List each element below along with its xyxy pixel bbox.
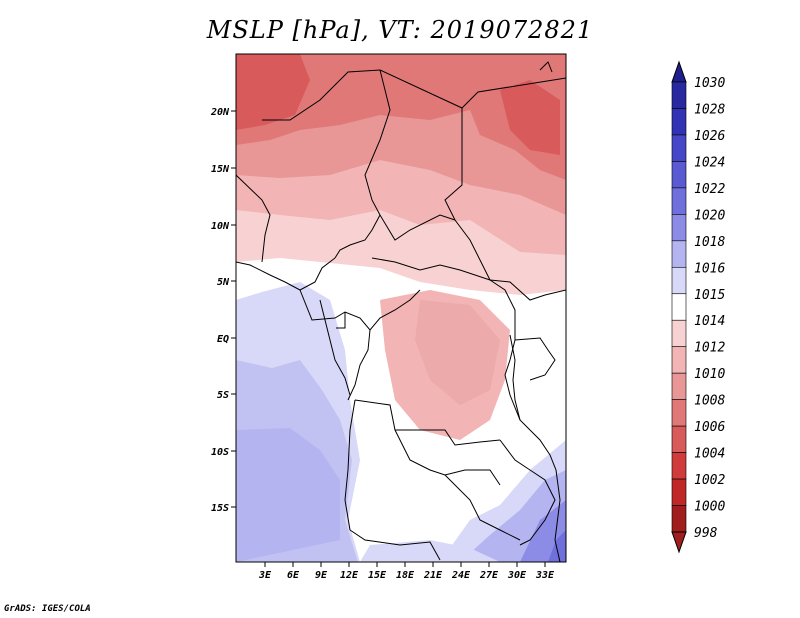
lon-label: 33E	[535, 570, 555, 581]
colorbar-segment	[671, 346, 687, 374]
colorbar-label: 1016	[694, 261, 725, 276]
colorbar-label: 998	[694, 526, 718, 541]
lon-label: 27E	[479, 570, 499, 581]
colorbar-segment	[671, 319, 687, 348]
colorbar-label: 1012	[694, 341, 725, 356]
lon-label: 9E	[315, 570, 328, 581]
colorbar-segment	[671, 452, 687, 480]
colorbar-segment	[671, 425, 687, 453]
lat-label: 5N	[217, 277, 230, 288]
colorbar-segment	[671, 293, 687, 321]
grads-credit: GrADS: IGES/COLA	[4, 604, 91, 614]
colorbar-segment	[671, 478, 687, 506]
colorbar-segment	[671, 505, 687, 533]
colorbar-label: 1026	[694, 129, 725, 144]
lat-label: EQ	[217, 334, 229, 345]
lat-label: 10S	[211, 447, 229, 458]
colorbar-segment	[671, 108, 687, 136]
colorbar-label: 1020	[694, 208, 725, 223]
lon-label: 30E	[507, 570, 527, 581]
colorbar-segment	[671, 240, 687, 268]
colorbar-segment	[671, 372, 687, 400]
colorbar-segment	[671, 214, 687, 242]
lat-label: 15N	[211, 164, 230, 175]
colorbar-label: 1004	[694, 447, 725, 462]
map-title: MSLP [hPa], VT: 2019072821	[206, 16, 594, 44]
colorbar-segment	[671, 134, 687, 162]
pressure-field	[236, 54, 566, 562]
colorbar-top-arrow	[671, 60, 687, 83]
lat-label: 20N	[210, 107, 230, 118]
colorbar-label: 1000	[694, 500, 725, 515]
lon-label: 21E	[423, 570, 443, 581]
lat-label: 5S	[217, 390, 229, 401]
colorbar-segment	[671, 399, 687, 427]
colorbar-label: 1006	[694, 420, 725, 435]
colorbar-segment	[671, 161, 687, 189]
map-frame	[235, 53, 567, 563]
colorbar-segment	[671, 187, 687, 215]
lon-label: 18E	[396, 570, 415, 581]
colorbar-label: 1002	[694, 473, 725, 488]
lat-label: 10N	[211, 221, 230, 232]
colorbar-label: 1010	[694, 367, 725, 382]
lat-label: 15S	[211, 503, 229, 514]
country-borders	[236, 61, 566, 562]
longitude-axis: 3E 6E 9E 12E 15E 18E 21E 24E 27E 30E 33E	[258, 562, 555, 581]
colorbar-label: 1024	[694, 155, 725, 170]
colorbar-segment	[671, 266, 687, 295]
colorbar-label: 1030	[694, 76, 725, 91]
latitude-axis: 20N 15N 10N 5N EQ 5S 10S 15S	[210, 107, 236, 514]
colorbar-bottom-arrow	[671, 531, 687, 554]
lon-label: 3E	[258, 570, 272, 581]
colorbar-label: 1014	[694, 314, 725, 329]
colorbar-label: 1022	[694, 182, 725, 197]
colorbar-label: 1015	[694, 288, 725, 303]
lon-label: 15E	[368, 570, 387, 581]
colorbar: 1030 1028 1026 1024 1022 1020 1018 1016 1015 1014…	[671, 60, 725, 554]
colorbar-segment	[671, 81, 687, 109]
lon-label: 6E	[287, 570, 300, 581]
lon-label: 24E	[451, 570, 471, 581]
colorbar-label: 1018	[694, 235, 725, 250]
colorbar-label: 1028	[694, 102, 725, 117]
lon-label: 12E	[340, 570, 359, 581]
colorbar-label: 1008	[694, 394, 725, 409]
